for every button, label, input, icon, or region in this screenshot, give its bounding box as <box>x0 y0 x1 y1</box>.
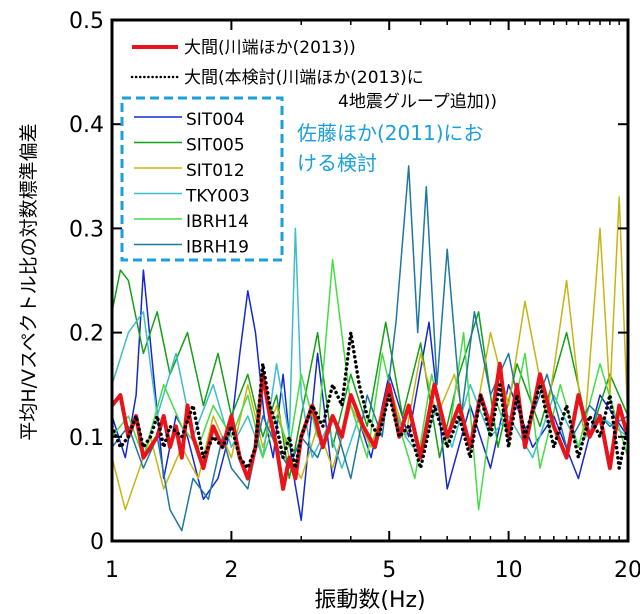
y-tick-label: 0.5 <box>69 9 104 34</box>
plot-frame <box>110 18 630 543</box>
y-tick-label: 0 <box>90 530 104 555</box>
y-tick-label: 0.1 <box>69 426 104 451</box>
ticks-layer: 0 0.1 0.2 0.3 0.4 0.5 1 2 5 10 20 <box>69 9 640 583</box>
annotation-line-2: ける検討 <box>297 151 377 175</box>
legend-label-kawabata: 大間(川端ほか(2013)) <box>184 38 356 58</box>
series-line-8 <box>112 330 628 470</box>
y-tick-label: 0.4 <box>69 113 104 138</box>
x-tick-label: 20 <box>614 558 640 583</box>
legend-label-station: IBRH19 <box>186 238 249 258</box>
legend-label-station: SIT005 <box>186 136 245 156</box>
y-tick-label: 0.3 <box>69 217 104 242</box>
x-tick-label: 5 <box>382 558 396 583</box>
x-tick-label: 2 <box>224 558 238 583</box>
y-axis-title: 平均H/Vスペクトル比の対数標準偏差 <box>18 123 40 440</box>
annotation-line-1: 佐藤ほか(2011)にお <box>297 121 484 145</box>
y-tick-label: 0.2 <box>69 322 104 347</box>
legend-label-station: IBRH14 <box>186 212 249 232</box>
legend-label-this-study-1: 大間(本検討(川端ほか(2013)に <box>184 68 424 88</box>
legend-label-this-study-2: 4地震グループ追加)) <box>338 92 497 112</box>
series-layer <box>112 165 628 532</box>
legend-label-station: SIT012 <box>186 161 245 181</box>
series-line-5 <box>112 258 628 511</box>
x-tick-label: 1 <box>105 558 119 583</box>
legend-label-station: TKY003 <box>185 187 250 207</box>
legend-label-station: SIT004 <box>186 110 245 130</box>
series-line-6 <box>112 165 628 532</box>
x-axis-title: 振動数(Hz) <box>314 588 425 613</box>
station-legend-box <box>120 96 284 262</box>
x-tick-label: 10 <box>495 558 523 583</box>
legend-layer: 大間(川端ほか(2013)) 大間(本検討(川端ほか(2013)に 4地震グループ追… <box>120 38 497 262</box>
